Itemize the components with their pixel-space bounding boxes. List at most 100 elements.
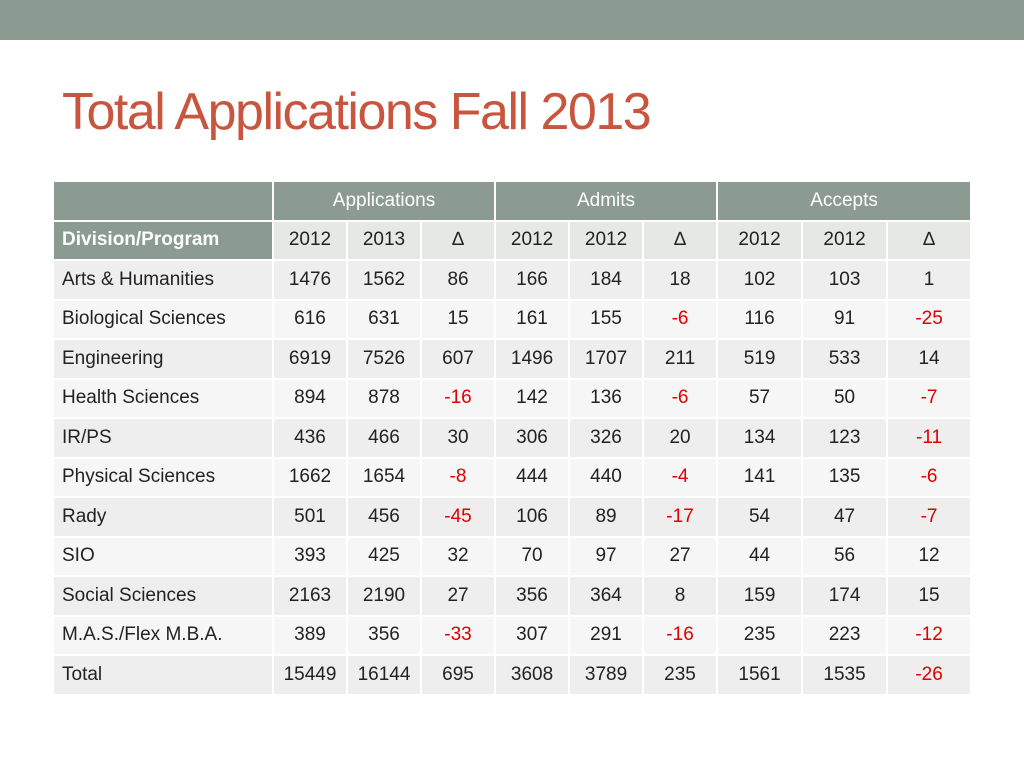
table-cell: 15449 xyxy=(272,654,348,696)
column-header-admits-delta: ∆ xyxy=(642,219,719,261)
applications-table: Applications Admits Accepts Division/Pro… xyxy=(52,180,973,696)
table-cell: 123 xyxy=(801,417,889,459)
table-row: Total 15449 16144 695 3608 3789 235 1561 1535 -26 xyxy=(52,654,973,696)
table-cell: 1654 xyxy=(346,456,422,498)
table-cell: -25 xyxy=(886,298,973,340)
table-cell: 159 xyxy=(716,575,804,617)
column-header-applications-delta: ∆ xyxy=(419,219,497,261)
table-cell: 235 xyxy=(716,614,804,656)
table-cell: -4 xyxy=(642,456,719,498)
table-cell: 878 xyxy=(346,377,422,419)
row-division-name: Rady xyxy=(52,496,274,538)
row-division-name: Biological Sciences xyxy=(52,298,274,340)
table-cell: 102 xyxy=(716,259,804,301)
table-cell: -33 xyxy=(419,614,497,656)
table-cell: 3789 xyxy=(568,654,645,696)
table-cell: -6 xyxy=(642,298,719,340)
table-cell: -16 xyxy=(642,614,719,656)
table-cell: 6919 xyxy=(272,338,348,380)
table-cell: 695 xyxy=(419,654,497,696)
table-cell: 307 xyxy=(494,614,571,656)
group-header-blank xyxy=(52,180,274,222)
table-cell: 364 xyxy=(568,575,645,617)
row-division-name: Arts & Humanities xyxy=(52,259,274,301)
column-header-accepts-delta: ∆ xyxy=(886,219,973,261)
table-cell: -7 xyxy=(886,377,973,419)
table-cell: 54 xyxy=(716,496,804,538)
table-row: Social Sciences 2163 2190 27 356 364 8 159 174 15 xyxy=(52,575,973,617)
table-cell: 501 xyxy=(272,496,348,538)
table-cell: 116 xyxy=(716,298,804,340)
table-cell: 211 xyxy=(642,338,719,380)
table-cell: 616 xyxy=(272,298,348,340)
table-cell: 306 xyxy=(494,417,571,459)
table-cell: 18 xyxy=(642,259,719,301)
table-cell: -8 xyxy=(419,456,497,498)
sub-header-row: Division/Program 2012 2013 ∆ 2012 2012 ∆… xyxy=(52,219,973,261)
table-cell: 393 xyxy=(272,535,348,577)
column-header-division: Division/Program xyxy=(52,219,274,261)
table-cell: 20 xyxy=(642,417,719,459)
table-cell: -6 xyxy=(642,377,719,419)
table-cell: 91 xyxy=(801,298,889,340)
row-division-name: IR/PS xyxy=(52,417,274,459)
table-cell: 161 xyxy=(494,298,571,340)
table-cell: 631 xyxy=(346,298,422,340)
table-cell: 1496 xyxy=(494,338,571,380)
table-cell: 440 xyxy=(568,456,645,498)
table-cell: 1707 xyxy=(568,338,645,380)
table-cell: 3608 xyxy=(494,654,571,696)
row-division-name: Total xyxy=(52,654,274,696)
table-cell: 7526 xyxy=(346,338,422,380)
table-cell: 1 xyxy=(886,259,973,301)
table-cell: 1535 xyxy=(801,654,889,696)
table-cell: -6 xyxy=(886,456,973,498)
table-cell: 533 xyxy=(801,338,889,380)
column-header-applications-2013: 2013 xyxy=(346,219,422,261)
table-cell: 894 xyxy=(272,377,348,419)
table-cell: 2190 xyxy=(346,575,422,617)
group-header-row: Applications Admits Accepts xyxy=(52,180,973,222)
table-cell: 32 xyxy=(419,535,497,577)
table-cell: 1562 xyxy=(346,259,422,301)
table-cell: 47 xyxy=(801,496,889,538)
table-cell: 134 xyxy=(716,417,804,459)
table-cell: 106 xyxy=(494,496,571,538)
table-row: Rady 501 456 -45 106 89 -17 54 47 -7 xyxy=(52,496,973,538)
table-cell: -16 xyxy=(419,377,497,419)
table-row: IR/PS 436 466 30 306 326 20 134 123 -11 xyxy=(52,417,973,459)
table-cell: 86 xyxy=(419,259,497,301)
column-header-applications-2012: 2012 xyxy=(272,219,348,261)
table-cell: 142 xyxy=(494,377,571,419)
table-cell: 466 xyxy=(346,417,422,459)
row-division-name: Health Sciences xyxy=(52,377,274,419)
table-row: Engineering 6919 7526 607 1496 1707 211 519 533 1… xyxy=(52,338,973,380)
group-header-accepts: Accepts xyxy=(716,180,973,222)
column-header-admits-2012: 2012 xyxy=(494,219,571,261)
table-cell: 1476 xyxy=(272,259,348,301)
table-cell: 15 xyxy=(886,575,973,617)
table-cell: 27 xyxy=(419,575,497,617)
table-cell: 291 xyxy=(568,614,645,656)
table-row: Physical Sciences 1662 1654 -8 444 440 -4 141 13… xyxy=(52,456,973,498)
table-cell: 184 xyxy=(568,259,645,301)
table-cell: 89 xyxy=(568,496,645,538)
table-cell: 174 xyxy=(801,575,889,617)
table-cell: 356 xyxy=(494,575,571,617)
row-division-name: Engineering xyxy=(52,338,274,380)
table-cell: 70 xyxy=(494,535,571,577)
table-cell: 2163 xyxy=(272,575,348,617)
table-row: Arts & Humanities 1476 1562 86 166 184 18 102 10… xyxy=(52,259,973,301)
table-cell: 326 xyxy=(568,417,645,459)
table-cell: 223 xyxy=(801,614,889,656)
table-row: SIO 393 425 32 70 97 27 44 56 12 xyxy=(52,535,973,577)
table-cell: 444 xyxy=(494,456,571,498)
table-cell: 103 xyxy=(801,259,889,301)
table-cell: 235 xyxy=(642,654,719,696)
column-header-accepts-2012b: 2012 xyxy=(801,219,889,261)
column-header-accepts-2012: 2012 xyxy=(716,219,804,261)
table-row: M.A.S./Flex M.B.A. 389 356 -33 307 291 -16 235 2… xyxy=(52,614,973,656)
table-cell: 135 xyxy=(801,456,889,498)
table-cell: 155 xyxy=(568,298,645,340)
group-header-applications: Applications xyxy=(271,180,497,222)
